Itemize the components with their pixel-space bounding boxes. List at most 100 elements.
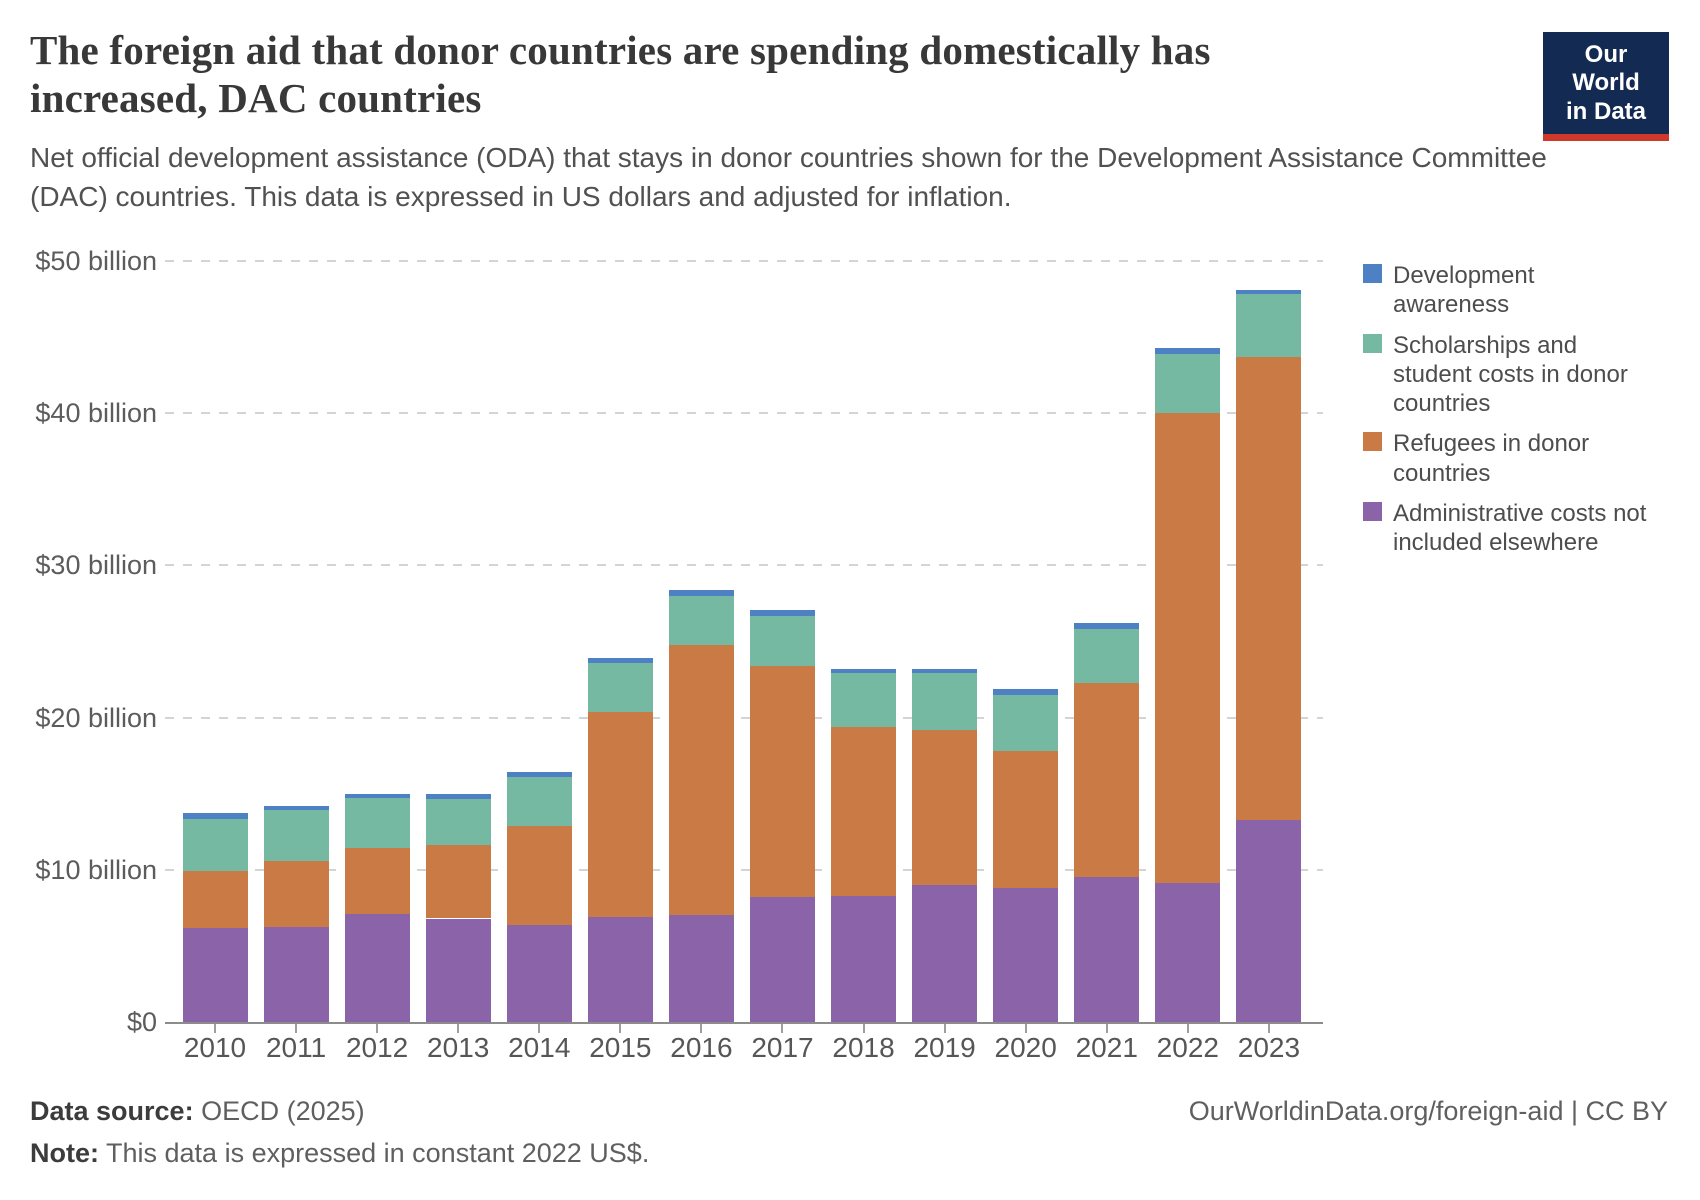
legend-item-label: Scholarships and student costs in donor … [1393,331,1628,418]
legend-item-label: Refugees in donor countries [1393,430,1590,487]
x-axis-tick [1267,1024,1270,1033]
bar-segment-administrative-costs-not-included-elsewhere-2017[interactable] [749,897,815,1022]
bar-segment-scholarships-and-student-costs-in-donor-countries-2016[interactable] [668,595,734,645]
legend: Development awareness Scholarships and s… [1363,261,1663,557]
bar-segment-development-awareness-2016[interactable] [668,589,734,596]
bar-segment-refugees-in-donor-countries-2021[interactable] [1074,682,1140,877]
legend-item-development-awareness[interactable]: Development awareness [1363,261,1663,320]
y-axis-label: $20 billion [35,702,157,733]
bar-segment-refugees-in-donor-countries-2022[interactable] [1155,413,1221,884]
legend-item-scholarships[interactable]: Scholarships and student costs in donor … [1363,331,1663,419]
footer-left: Data source: OECD (2025) Note: This data… [30,1096,649,1180]
bar-segment-administrative-costs-not-included-elsewhere-2013[interactable] [425,918,491,1022]
bar-segment-scholarships-and-student-costs-in-donor-countries-2012[interactable] [344,798,410,848]
bar-segment-development-awareness-2019[interactable] [912,668,978,674]
y-axis-label: $30 billion [35,550,157,581]
bar-segment-refugees-in-donor-countries-2018[interactable] [831,726,897,896]
bar-segment-development-awareness-2014[interactable] [506,772,572,777]
bar-segment-scholarships-and-student-costs-in-donor-countries-2014[interactable] [506,776,572,826]
bar-segment-administrative-costs-not-included-elsewhere-2021[interactable] [1074,876,1140,1022]
x-axis-tick [295,1024,298,1033]
y-axis-label: $50 billion [35,246,157,276]
x-axis-tick [781,1024,784,1033]
bar-segment-refugees-in-donor-countries-2012[interactable] [344,847,410,914]
bar-segment-refugees-in-donor-countries-2015[interactable] [587,711,653,917]
bar-segment-refugees-in-donor-countries-2017[interactable] [749,665,815,898]
bar-segment-administrative-costs-not-included-elsewhere-2014[interactable] [506,924,572,1022]
x-axis-label-2012: 2012 [345,1032,409,1063]
x-axis-label-2021: 2021 [1075,1032,1138,1063]
bar-segment-scholarships-and-student-costs-in-donor-countries-2020[interactable] [993,694,1059,752]
x-axis-label-2010: 2010 [183,1032,247,1063]
bar-segment-development-awareness-2022[interactable] [1155,347,1221,354]
x-axis-tick [943,1024,946,1033]
gridline [165,260,1323,262]
x-axis-label-2014: 2014 [508,1032,571,1063]
bar-segment-refugees-in-donor-countries-2010[interactable] [182,871,248,928]
x-axis-label-2022: 2022 [1156,1032,1219,1063]
bar-segment-scholarships-and-student-costs-in-donor-countries-2021[interactable] [1074,629,1140,683]
bar-segment-refugees-in-donor-countries-2013[interactable] [425,845,491,919]
x-axis-tick [538,1024,541,1033]
bar-segment-development-awareness-2015[interactable] [587,658,653,663]
data-source-value: OECD (2025) [193,1096,365,1126]
legend-swatch-icon [1363,432,1382,452]
bar-segment-scholarships-and-student-costs-in-donor-countries-2015[interactable] [587,662,653,712]
bar-segment-administrative-costs-not-included-elsewhere-2018[interactable] [831,895,897,1022]
bar-segment-refugees-in-donor-countries-2023[interactable] [1236,356,1302,820]
y-axis: $0 $10 billion $20 billion $30 billion $40 b… [0,233,157,1037]
gridline [165,564,1323,567]
x-axis-label-2011: 2011 [265,1032,327,1063]
legend-swatch-icon [1363,501,1382,521]
bar-segment-administrative-costs-not-included-elsewhere-2020[interactable] [993,888,1059,1022]
bar-segment-refugees-in-donor-countries-2019[interactable] [912,729,978,885]
data-source-line: Data source: OECD (2025) [30,1096,649,1127]
bar-segment-administrative-costs-not-included-elsewhere-2022[interactable] [1155,883,1221,1022]
plot-area: 2010 2011 2012 2013 2014 2015 2016 2017 2018 2019… [165,233,1323,1063]
legend-item-administrative-costs[interactable]: Administrative costs not included elsewh… [1363,499,1663,558]
bar-segment-scholarships-and-student-costs-in-donor-countries-2010[interactable] [182,818,248,872]
bar-segment-development-awareness-2012[interactable] [344,793,410,799]
bar-segment-development-awareness-2020[interactable] [993,688,1059,695]
x-axis-tick [619,1024,622,1033]
bar-segment-scholarships-and-student-costs-in-donor-countries-2011[interactable] [263,810,329,861]
bar-segment-development-awareness-2017[interactable] [749,609,815,616]
bar-segment-scholarships-and-student-costs-in-donor-countries-2023[interactable] [1236,294,1302,357]
x-axis-tick [862,1024,865,1033]
bar-segment-refugees-in-donor-countries-2020[interactable] [993,751,1059,889]
x-axis-line [165,1022,1323,1024]
bar-segment-refugees-in-donor-countries-2016[interactable] [668,644,734,916]
bar-segment-development-awareness-2018[interactable] [831,668,897,674]
bar-segment-administrative-costs-not-included-elsewhere-2016[interactable] [668,915,734,1022]
x-axis-tick [700,1024,703,1033]
legend-item-label: Administrative costs not included elsewh… [1393,499,1647,557]
chart-subtitle: Net official development assistance (ODA… [30,142,1547,213]
bar-segment-refugees-in-donor-countries-2011[interactable] [263,860,329,927]
bar-segment-scholarships-and-student-costs-in-donor-countries-2013[interactable] [425,799,491,846]
bar-segment-administrative-costs-not-included-elsewhere-2010[interactable] [182,927,248,1022]
note-value: This data is expressed in constant 2022 … [99,1138,650,1168]
bar-segment-refugees-in-donor-countries-2014[interactable] [506,825,572,925]
bar-segment-administrative-costs-not-included-elsewhere-2012[interactable] [344,913,410,1022]
bar-segment-scholarships-and-student-costs-in-donor-countries-2022[interactable] [1155,353,1221,414]
bar-segment-scholarships-and-student-costs-in-donor-countries-2019[interactable] [912,673,978,730]
bar-segment-development-awareness-2021[interactable] [1074,623,1140,630]
legend-swatch-icon [1363,333,1382,353]
x-axis-tick [1186,1024,1189,1033]
x-axis-tick [376,1024,379,1033]
bar-segment-development-awareness-2013[interactable] [425,794,491,800]
x-axis-label-2013: 2013 [427,1032,490,1063]
bar-segment-development-awareness-2011[interactable] [263,805,329,811]
data-source-label: Data source: [30,1096,194,1126]
bar-segment-administrative-costs-not-included-elsewhere-2023[interactable] [1236,819,1302,1022]
bar-segment-scholarships-and-student-costs-in-donor-countries-2017[interactable] [749,615,815,666]
bar-segment-administrative-costs-not-included-elsewhere-2015[interactable] [587,916,653,1022]
bar-segment-administrative-costs-not-included-elsewhere-2011[interactable] [263,926,329,1022]
bar-segment-administrative-costs-not-included-elsewhere-2019[interactable] [912,885,978,1022]
x-axis-label-2020: 2020 [994,1032,1057,1063]
bar-segment-scholarships-and-student-costs-in-donor-countries-2018[interactable] [831,673,897,727]
legend-item-refugees[interactable]: Refugees in donor countries [1363,429,1663,488]
bar-segment-development-awareness-2010[interactable] [182,812,248,819]
bar-segment-development-awareness-2023[interactable] [1236,289,1302,295]
